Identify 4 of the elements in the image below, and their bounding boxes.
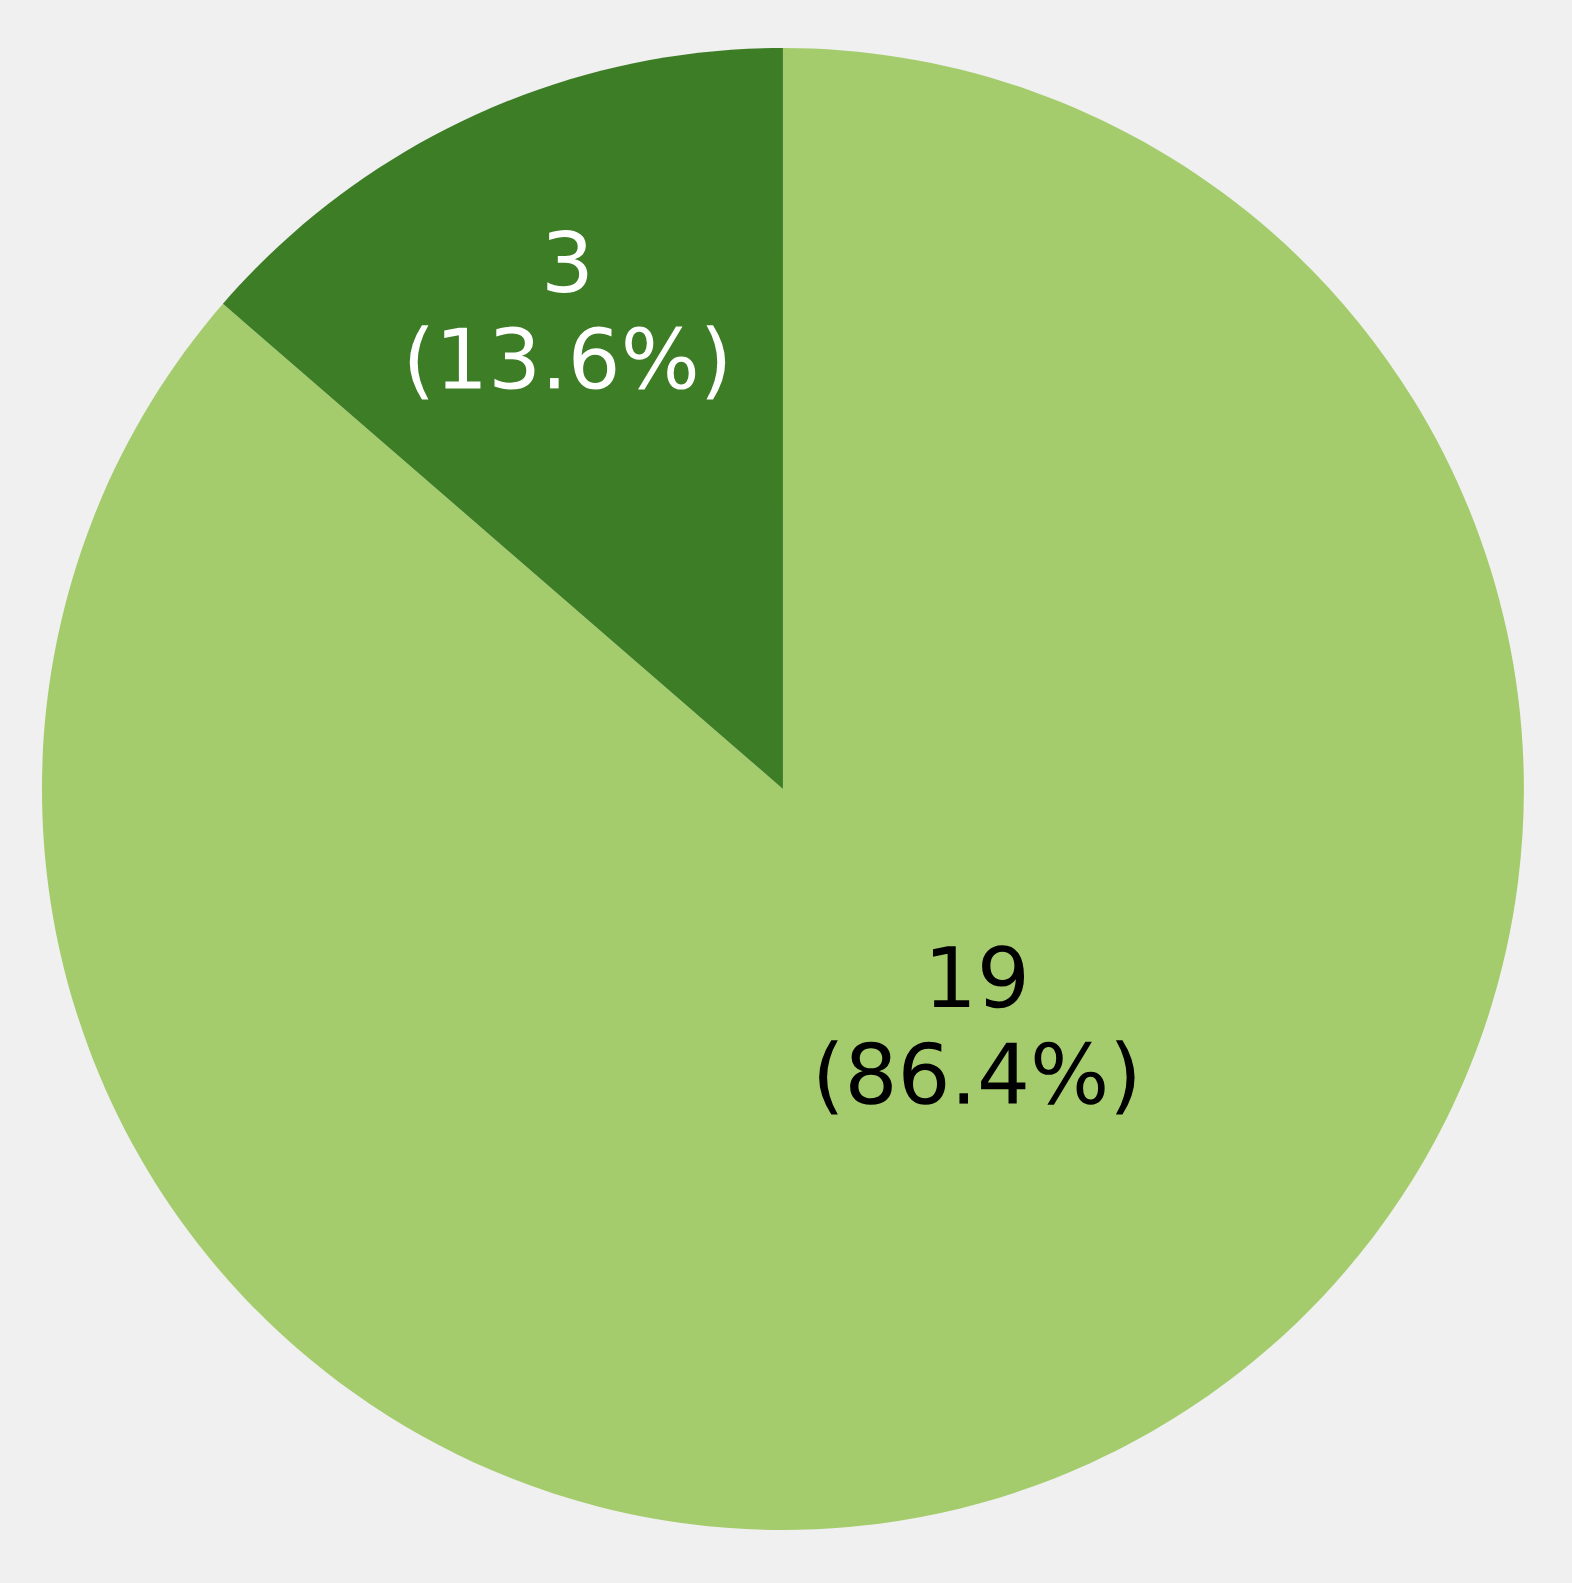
pie-slice xyxy=(41,48,1524,1530)
data-label: 19 (86.4%) xyxy=(819,945,1135,1115)
data-label: 3 (13.6%) xyxy=(409,230,726,400)
pie-slice xyxy=(222,48,783,789)
